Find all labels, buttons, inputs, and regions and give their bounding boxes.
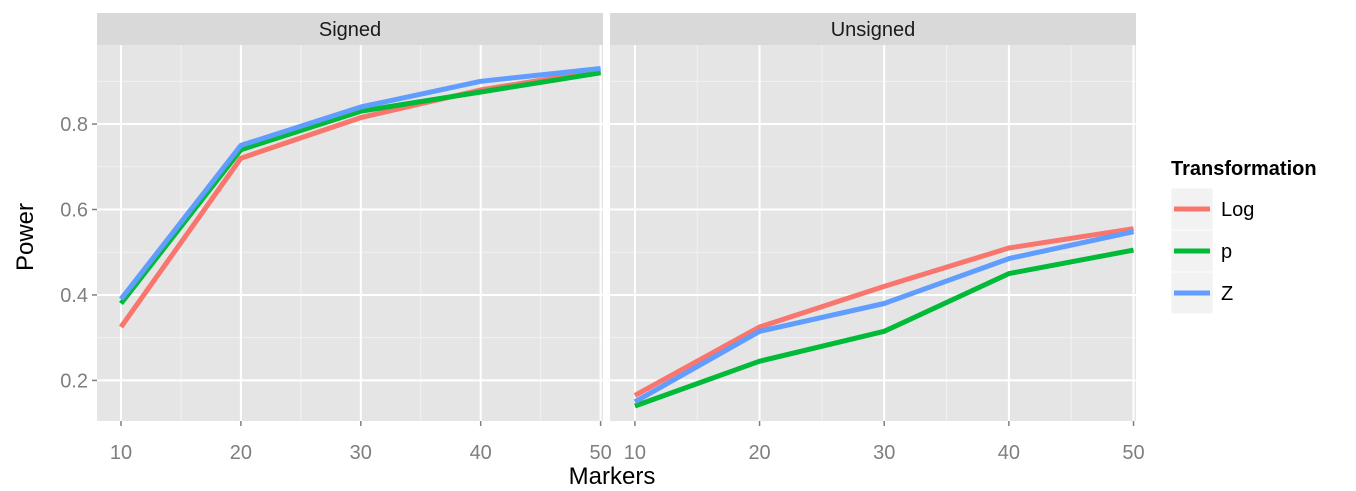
series-line-signed-p [119, 70, 601, 306]
series-line-unsigned-z [633, 229, 1135, 404]
x-axis-title: Markers [569, 463, 656, 490]
series-signed [118, 66, 601, 329]
x-tick-label: 30 [873, 442, 895, 464]
panel-signed: Signed [97, 13, 603, 421]
legend-label-p: p [1221, 241, 1232, 263]
series-line-signed-z [119, 66, 601, 301]
strip-signed [97, 13, 603, 45]
y-axis: 0.2 0.4 0.6 0.8 [60, 114, 97, 392]
series-unsigned [633, 226, 1135, 409]
panel-unsigned: Unsigned [610, 13, 1136, 421]
x-tick-label: 10 [624, 442, 646, 464]
legend-title: Transformation [1171, 158, 1317, 180]
x-tick-label: 10 [110, 442, 132, 464]
x-tick-label: 40 [998, 442, 1020, 464]
x-tick-label: 50 [589, 442, 611, 464]
y-axis-title: Power [12, 203, 39, 271]
legend-label-z: Z [1221, 283, 1233, 305]
grid-unsigned [610, 45, 1136, 421]
x-tick-label: 50 [1122, 442, 1144, 464]
legend: Transformation Log pZ [1170, 158, 1317, 315]
x-tick-label: 20 [230, 442, 252, 464]
x-tick-label: 40 [470, 442, 492, 464]
y-tick-label: 0.6 [60, 200, 88, 222]
panel-title-signed: Signed [319, 19, 381, 41]
y-tick-label: 0.4 [60, 285, 88, 307]
x-tick-label: 20 [748, 442, 770, 464]
panel-title-unsigned: Unsigned [831, 19, 916, 41]
legend-label-log: Log [1221, 199, 1254, 221]
x-tick-label: 30 [350, 442, 372, 464]
series-line-unsigned-log [633, 226, 1134, 398]
x-axis: 10 20 30 40 50 10 20 30 40 50 [110, 421, 1145, 464]
series-line-unsigned-p [634, 247, 1134, 409]
y-tick-label: 0.2 [60, 370, 88, 392]
grid-signed [97, 45, 603, 421]
y-tick-label: 0.8 [60, 114, 88, 136]
strip-unsigned [610, 13, 1136, 45]
